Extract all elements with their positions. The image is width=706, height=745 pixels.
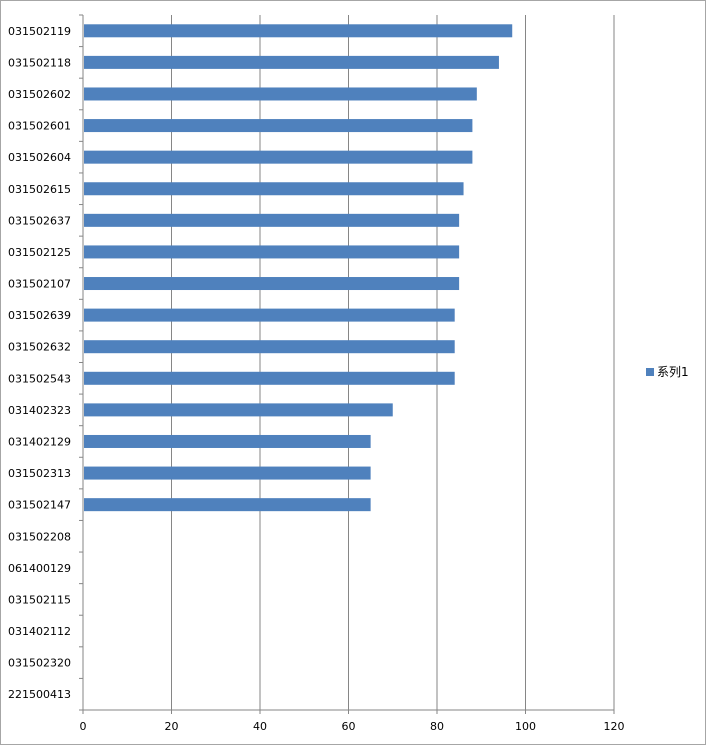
x-tick-label: 0: [80, 720, 87, 733]
y-tick-label: 031502604: [8, 151, 71, 164]
bar: [84, 498, 371, 512]
bar: [84, 182, 464, 196]
x-tick-label: 80: [430, 720, 444, 733]
x-tick-label: 40: [253, 720, 267, 733]
y-tick-label: 031502320: [8, 657, 71, 670]
bar: [84, 371, 455, 385]
bar: [84, 87, 477, 101]
bar: [84, 340, 455, 354]
legend-label: 系列1: [657, 365, 689, 379]
y-tick-label: 031502615: [8, 183, 71, 196]
bar: [84, 119, 473, 133]
bar: [84, 403, 393, 417]
x-tick-label: 60: [342, 720, 356, 733]
bar: [84, 308, 455, 322]
y-tick-label: 031502639: [8, 309, 71, 322]
y-tick-label: 031502125: [8, 246, 71, 259]
y-tick-label: 221500413: [8, 688, 71, 701]
bar: [84, 434, 371, 448]
y-tick-label: 031502601: [8, 120, 71, 133]
legend: 系列1: [646, 363, 689, 380]
y-tick-label: 031502107: [8, 278, 71, 291]
y-tick-label: 031502118: [8, 56, 71, 69]
x-tick-label: 100: [515, 720, 536, 733]
y-tick-label: 061400129: [8, 562, 71, 575]
y-tick-label: 031502119: [8, 25, 71, 38]
y-tick-label: 031402323: [8, 404, 71, 417]
y-tick-label: 031502543: [8, 372, 71, 385]
y-tick-label: 031502147: [8, 499, 71, 512]
y-tick-label: 031402112: [8, 625, 71, 638]
y-tick-label: 031502632: [8, 341, 71, 354]
bar: [84, 150, 473, 164]
x-tick-label: 120: [604, 720, 625, 733]
x-tick-label: 20: [165, 720, 179, 733]
y-tick-label: 031502313: [8, 467, 71, 480]
y-tick-label: 031502637: [8, 214, 71, 227]
y-tick-label: 031502208: [8, 530, 71, 543]
bar: [84, 245, 460, 259]
legend-swatch: [646, 367, 654, 376]
bar: [84, 466, 371, 480]
bar: [84, 213, 460, 227]
bar: [84, 277, 460, 291]
bar: [84, 55, 499, 69]
y-tick-label: 031402129: [8, 435, 71, 448]
y-tick-label: 031502602: [8, 88, 71, 101]
bar: [84, 24, 513, 38]
y-tick-label: 031502115: [8, 593, 71, 606]
